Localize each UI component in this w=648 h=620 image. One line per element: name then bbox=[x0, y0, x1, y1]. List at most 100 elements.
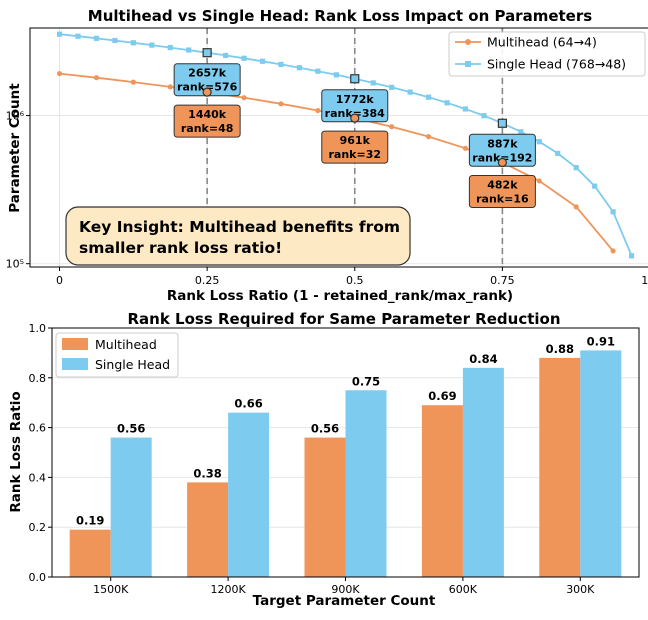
multihead-bar-value-label: 0.69 bbox=[428, 389, 456, 403]
single_head-point bbox=[462, 106, 469, 112]
single_head-point bbox=[315, 68, 321, 74]
single_head-point bbox=[223, 52, 229, 59]
highlight-label-rank: rank=576 bbox=[177, 81, 238, 94]
y-tick-label: 10⁵ bbox=[6, 258, 24, 271]
single_head-point bbox=[592, 183, 598, 189]
x-tick-label: 1500K bbox=[93, 583, 129, 596]
single_head-point bbox=[425, 94, 432, 100]
highlight-multihead-marker bbox=[202, 87, 212, 97]
highlight-multihead-marker bbox=[497, 157, 507, 168]
single_head-point bbox=[333, 72, 339, 78]
single_head-bar bbox=[228, 412, 270, 577]
single_head-point bbox=[75, 33, 81, 39]
single_head-bar-value-label: 0.56 bbox=[117, 422, 145, 436]
legend-multihead-label: Multihead (64→4) bbox=[487, 35, 597, 50]
multihead-bar bbox=[69, 529, 111, 577]
highlight-single-head-marker bbox=[202, 48, 212, 58]
multihead-point bbox=[93, 75, 100, 81]
insight-line-1: Key Insight: Multihead benefits from bbox=[79, 218, 400, 236]
legend-single-head-marker bbox=[465, 61, 471, 67]
multihead-point bbox=[278, 101, 284, 107]
single_head-point bbox=[573, 165, 579, 171]
multihead-bar-value-label: 0.88 bbox=[546, 342, 574, 356]
highlight-label-rank: rank=16 bbox=[476, 193, 529, 206]
x-tick-label: 300K bbox=[566, 583, 595, 596]
x-tick-label: 0 bbox=[56, 274, 63, 287]
bar-chart: Rank Loss Required for Same Parameter Re… bbox=[8, 310, 640, 609]
single_head-point bbox=[518, 129, 524, 135]
y-tick-label: 10⁶ bbox=[6, 110, 25, 123]
single_head-point bbox=[259, 58, 266, 64]
y-tick-label: 1.0 bbox=[29, 322, 47, 335]
highlight-label-rank: rank=32 bbox=[328, 148, 381, 161]
multihead-point bbox=[610, 248, 616, 254]
line-chart-x-ticks: 0 0.25 0.5 0.75 1.0 bbox=[56, 267, 648, 287]
legend-bar-single-head-swatch bbox=[62, 358, 88, 370]
single_head-bar bbox=[110, 437, 152, 577]
single_head-point bbox=[56, 31, 63, 37]
multihead-point bbox=[462, 145, 469, 151]
single_head-point bbox=[444, 100, 450, 106]
x-tick-label: 1200K bbox=[210, 583, 246, 596]
multihead-point bbox=[573, 204, 579, 210]
line-chart-y-ticks: 10⁵ 10⁶ bbox=[6, 110, 30, 271]
bar-chart-value-labels: 0.19 0.56 0.38 0.66 0.56 0.75 0.69 0.84 0.88 0.91 bbox=[76, 334, 615, 527]
line-chart-frame bbox=[29, 27, 648, 268]
bar-chart-y-label: Rank Loss Ratio bbox=[8, 391, 24, 512]
multihead-bar bbox=[187, 482, 229, 577]
line-chart-legend: Multihead (64→4) Single Head (768→48) bbox=[448, 31, 646, 77]
multihead-point bbox=[241, 95, 247, 101]
highlight-label-rank: rank=384 bbox=[325, 107, 386, 120]
single_head-point bbox=[481, 113, 487, 119]
single_head-bar bbox=[345, 390, 387, 577]
x-tick-label: 0.25 bbox=[195, 274, 220, 287]
highlight-label-value: 961k bbox=[340, 134, 371, 147]
highlight-multihead-marker bbox=[350, 113, 360, 123]
highlight-label-value: 482k bbox=[487, 179, 518, 192]
multihead-point bbox=[167, 84, 173, 90]
legend-single-head-label: Single Head (768→48) bbox=[487, 57, 626, 72]
legend-multihead-marker bbox=[465, 39, 471, 45]
highlight-single-head-marker bbox=[350, 74, 360, 84]
y-tick-label: 0.8 bbox=[29, 372, 47, 385]
y-tick-label: 0.6 bbox=[29, 422, 47, 435]
single_head-series-line bbox=[59, 33, 633, 257]
single_head-point bbox=[130, 40, 136, 46]
single_head-bar-value-label: 0.91 bbox=[587, 334, 615, 348]
multihead-bar-value-label: 0.38 bbox=[193, 466, 221, 480]
y-tick-label: 0.2 bbox=[29, 521, 47, 534]
single_head-point bbox=[536, 139, 542, 145]
single_head-point bbox=[112, 37, 118, 44]
single_head-point bbox=[407, 89, 413, 95]
x-tick-label: 900K bbox=[331, 583, 360, 596]
single_head-bar-value-label: 0.84 bbox=[469, 352, 497, 366]
single_head-point bbox=[389, 84, 395, 90]
multihead-point bbox=[536, 178, 542, 184]
single_head-point bbox=[628, 253, 635, 259]
insight-box: Key Insight: Multihead benefits from sma… bbox=[65, 206, 411, 266]
highlight-label-rank: rank=48 bbox=[181, 122, 234, 135]
line-chart: Multihead vs Single Head: Rank Loss Impa… bbox=[6, 7, 648, 304]
single_head-point bbox=[186, 47, 192, 53]
x-tick-label: 1.0 bbox=[641, 274, 648, 287]
highlight-label-box bbox=[468, 175, 536, 209]
bar-chart-title: Rank Loss Required for Same Parameter Re… bbox=[127, 310, 560, 328]
highlight-label-rank: rank=192 bbox=[472, 151, 532, 164]
x-tick-label: 600K bbox=[449, 583, 478, 596]
y-tick-label: 0.4 bbox=[29, 471, 47, 484]
highlight-label-value: 887k bbox=[487, 137, 518, 150]
insight-box-background bbox=[65, 206, 411, 266]
multihead-bar-value-label: 0.19 bbox=[76, 514, 104, 528]
multihead-point bbox=[56, 70, 63, 77]
single_head-bar bbox=[580, 350, 622, 577]
bar-chart-y-ticks: 0.0 0.2 0.4 0.6 0.8 1.0 bbox=[29, 322, 52, 584]
multihead-point bbox=[425, 134, 432, 140]
line-chart-y-label: Parameter Count bbox=[7, 83, 23, 213]
x-tick-label: 0.5 bbox=[346, 274, 364, 287]
single_head-point bbox=[610, 209, 616, 215]
single_head-point bbox=[149, 42, 155, 48]
bar-chart-x-label: Target Parameter Count bbox=[253, 593, 436, 609]
